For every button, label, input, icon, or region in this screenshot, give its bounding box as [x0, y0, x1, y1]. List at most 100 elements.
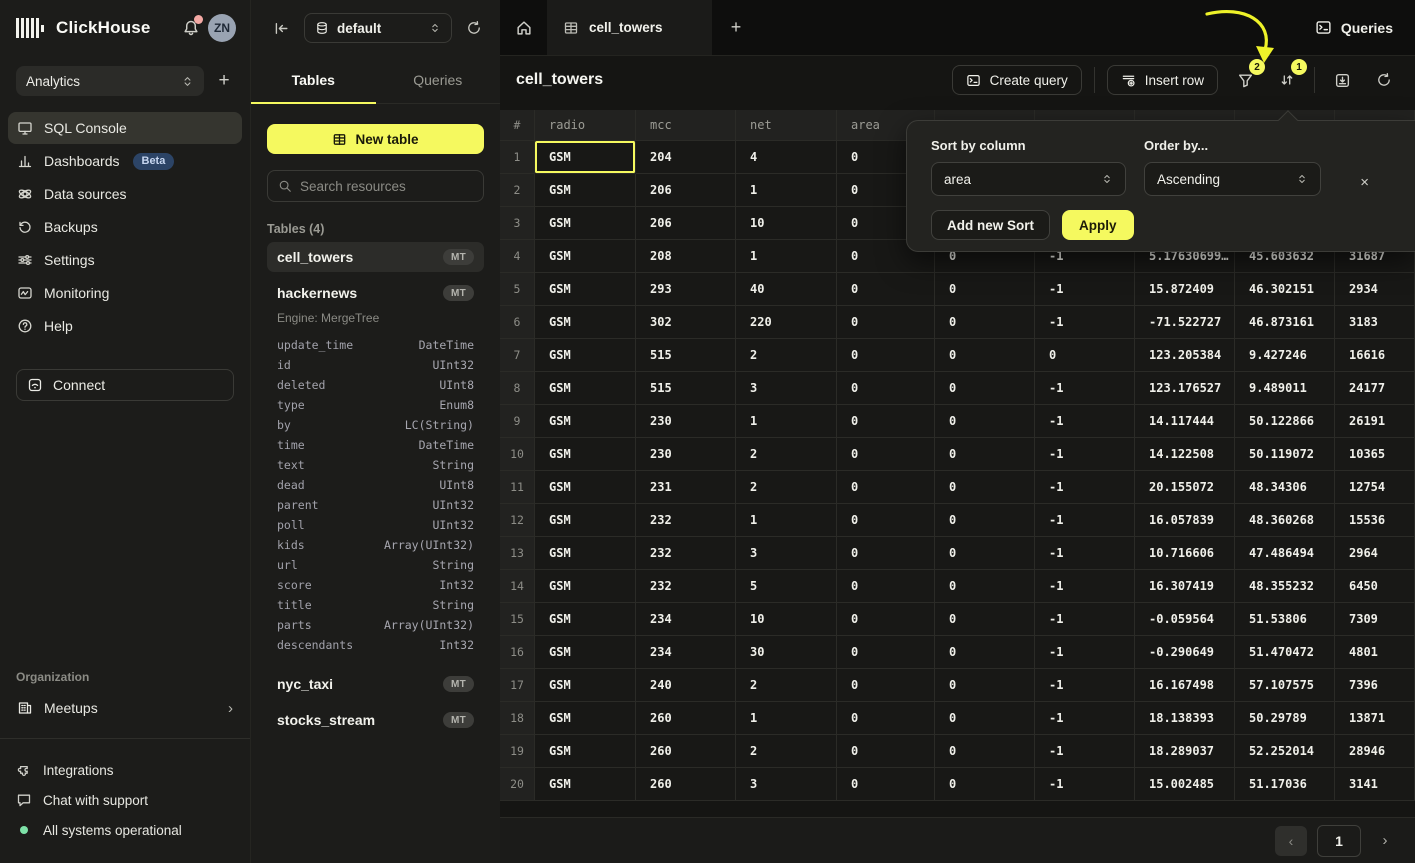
- cell[interactable]: 0: [837, 306, 935, 339]
- cell[interactable]: 3183: [1335, 306, 1415, 339]
- cell[interactable]: 260: [636, 735, 736, 768]
- cell[interactable]: 0: [837, 735, 935, 768]
- column-header-mcc[interactable]: mcc: [636, 110, 736, 141]
- cell[interactable]: GSM: [535, 636, 636, 669]
- workspace-select[interactable]: Analytics: [16, 66, 204, 96]
- cell[interactable]: 57.107575: [1235, 669, 1335, 702]
- table-item-cell-towers[interactable]: cell_towers MT: [267, 242, 484, 272]
- cell[interactable]: GSM: [535, 504, 636, 537]
- column-header-radio[interactable]: radio: [535, 110, 636, 141]
- cell[interactable]: 0: [935, 768, 1035, 801]
- cell[interactable]: -1: [1035, 504, 1135, 537]
- cell[interactable]: GSM: [535, 735, 636, 768]
- cell[interactable]: -1: [1035, 405, 1135, 438]
- cell[interactable]: 260: [636, 702, 736, 735]
- cell[interactable]: 1: [736, 174, 837, 207]
- cell[interactable]: 46.302151: [1235, 273, 1335, 306]
- cell[interactable]: 0: [837, 471, 935, 504]
- tab-cell-towers[interactable]: cell_towers: [547, 0, 712, 55]
- cell[interactable]: 16.057839: [1135, 504, 1235, 537]
- cell[interactable]: 515: [636, 372, 736, 405]
- cell[interactable]: 0: [935, 273, 1035, 306]
- cell[interactable]: 10.716606: [1135, 537, 1235, 570]
- cell[interactable]: 6450: [1335, 570, 1415, 603]
- cell[interactable]: 47.486494: [1235, 537, 1335, 570]
- cell[interactable]: 0: [837, 702, 935, 735]
- cell[interactable]: 3: [736, 372, 837, 405]
- cell[interactable]: 16616: [1335, 339, 1415, 372]
- cell[interactable]: 293: [636, 273, 736, 306]
- cell[interactable]: 0: [935, 735, 1035, 768]
- cell[interactable]: 48.355232: [1235, 570, 1335, 603]
- cell[interactable]: 232: [636, 537, 736, 570]
- cell[interactable]: 18.138393: [1135, 702, 1235, 735]
- cell[interactable]: 7396: [1335, 669, 1415, 702]
- cell[interactable]: 0: [837, 504, 935, 537]
- cell[interactable]: 206: [636, 174, 736, 207]
- footer-item-chat-with-support[interactable]: Chat with support: [16, 785, 234, 815]
- home-icon[interactable]: [500, 0, 547, 55]
- cell[interactable]: 0: [837, 603, 935, 636]
- cell[interactable]: 2: [736, 438, 837, 471]
- sidebar-item-help[interactable]: Help: [8, 310, 242, 342]
- cell[interactable]: 50.119072: [1235, 438, 1335, 471]
- add-workspace-button[interactable]: +: [218, 70, 230, 91]
- cell[interactable]: 5: [736, 570, 837, 603]
- cell[interactable]: 30: [736, 636, 837, 669]
- cell[interactable]: -1: [1035, 603, 1135, 636]
- cell[interactable]: GSM: [535, 570, 636, 603]
- tab-tables[interactable]: Tables: [251, 56, 376, 104]
- cell[interactable]: 48.34306: [1235, 471, 1335, 504]
- cell[interactable]: 40: [736, 273, 837, 306]
- sidebar-item-settings[interactable]: Settings: [8, 244, 242, 276]
- cell[interactable]: 3: [736, 537, 837, 570]
- cell[interactable]: 260: [636, 768, 736, 801]
- cell[interactable]: 0: [837, 570, 935, 603]
- cell[interactable]: 515: [636, 339, 736, 372]
- cell[interactable]: 230: [636, 438, 736, 471]
- cell[interactable]: 12754: [1335, 471, 1415, 504]
- cell[interactable]: GSM: [535, 240, 636, 273]
- cell[interactable]: 0: [837, 438, 935, 471]
- insert-row-button[interactable]: Insert row: [1106, 65, 1218, 95]
- cell[interactable]: GSM: [535, 537, 636, 570]
- cell[interactable]: 15.872409: [1135, 273, 1235, 306]
- notifications-bell-icon[interactable]: [182, 15, 203, 37]
- cell[interactable]: 0: [935, 471, 1035, 504]
- cell[interactable]: 9.489011: [1235, 372, 1335, 405]
- cell[interactable]: 0: [935, 636, 1035, 669]
- cell[interactable]: 52.252014: [1235, 735, 1335, 768]
- cell[interactable]: 16.167498: [1135, 669, 1235, 702]
- cell[interactable]: GSM: [535, 372, 636, 405]
- cell[interactable]: 0: [837, 339, 935, 372]
- cell[interactable]: 20.155072: [1135, 471, 1235, 504]
- cell[interactable]: 0: [935, 669, 1035, 702]
- cell[interactable]: GSM: [535, 438, 636, 471]
- apply-sort-button[interactable]: Apply: [1062, 210, 1134, 240]
- connect-button[interactable]: Connect: [16, 369, 234, 401]
- cell[interactable]: 4: [736, 141, 837, 174]
- cell[interactable]: 1: [736, 702, 837, 735]
- cell[interactable]: 28946: [1335, 735, 1415, 768]
- sort-column-select[interactable]: area: [931, 162, 1126, 196]
- cell[interactable]: 230: [636, 405, 736, 438]
- cell[interactable]: 10: [736, 603, 837, 636]
- cell[interactable]: 46.873161: [1235, 306, 1335, 339]
- cell[interactable]: 50.122866: [1235, 405, 1335, 438]
- cell[interactable]: GSM: [535, 768, 636, 801]
- cell[interactable]: GSM: [535, 141, 636, 174]
- cell[interactable]: 26191: [1335, 405, 1415, 438]
- cell[interactable]: GSM: [535, 702, 636, 735]
- refresh-icon[interactable]: [1369, 65, 1399, 95]
- cell[interactable]: -1: [1035, 669, 1135, 702]
- create-query-button[interactable]: Create query: [951, 65, 1082, 95]
- cell[interactable]: 15536: [1335, 504, 1415, 537]
- cell[interactable]: 0: [935, 372, 1035, 405]
- sidebar-item-sql-console[interactable]: SQL Console: [8, 112, 242, 144]
- cell[interactable]: -1: [1035, 636, 1135, 669]
- cell[interactable]: 0: [837, 273, 935, 306]
- new-tab-button[interactable]: +: [730, 17, 742, 37]
- cell[interactable]: 234: [636, 603, 736, 636]
- cell[interactable]: -1: [1035, 570, 1135, 603]
- cell[interactable]: 204: [636, 141, 736, 174]
